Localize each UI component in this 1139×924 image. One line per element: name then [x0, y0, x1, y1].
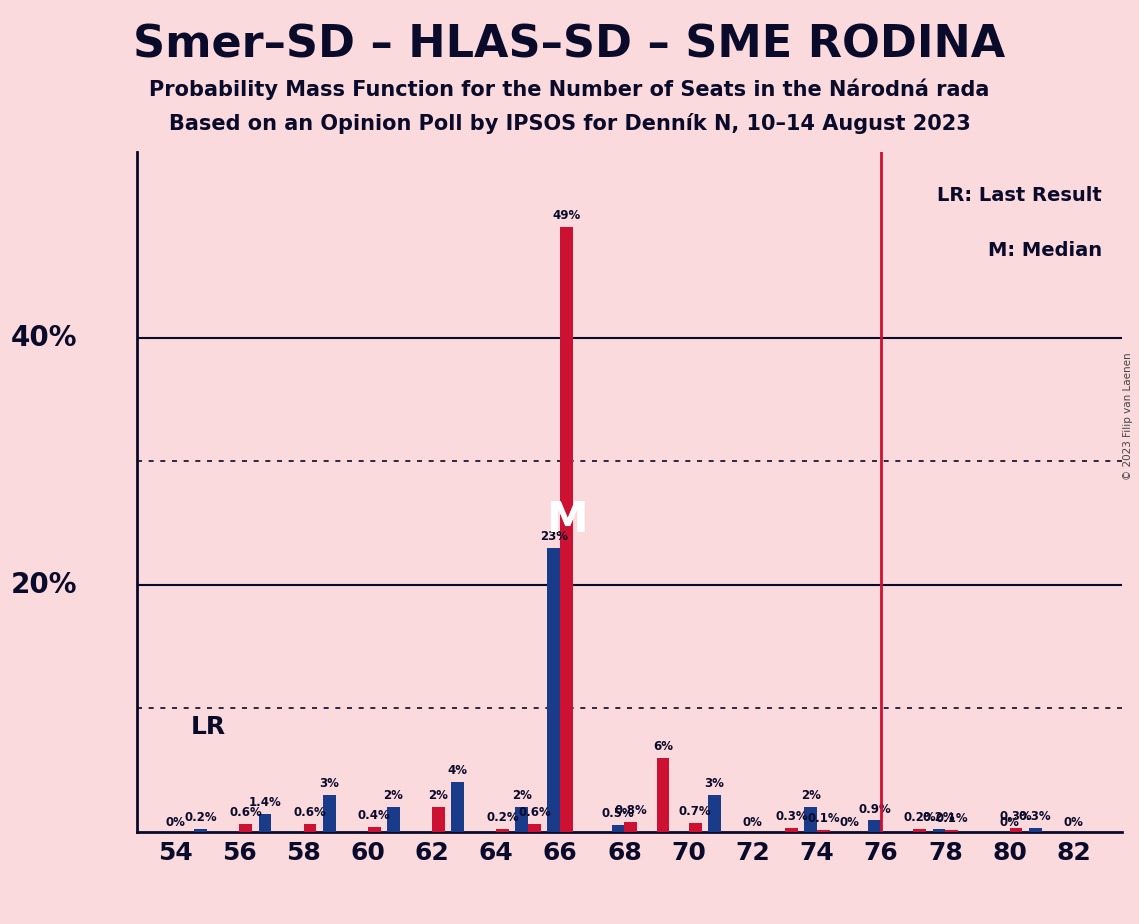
Bar: [515, 807, 528, 832]
Text: 0.2%: 0.2%: [923, 811, 956, 824]
Bar: [560, 226, 573, 832]
Bar: [368, 827, 380, 832]
Bar: [239, 824, 252, 832]
Bar: [913, 829, 926, 832]
Text: 0.3%: 0.3%: [1000, 810, 1032, 823]
Text: 2%: 2%: [428, 789, 449, 802]
Text: Based on an Opinion Poll by IPSOS for Denník N, 10–14 August 2023: Based on an Opinion Poll by IPSOS for De…: [169, 113, 970, 134]
Bar: [868, 821, 882, 832]
Bar: [259, 814, 271, 832]
Bar: [304, 824, 317, 832]
Text: 6%: 6%: [653, 739, 673, 752]
Text: © 2023 Filip van Laenen: © 2023 Filip van Laenen: [1123, 352, 1133, 480]
Bar: [1029, 828, 1042, 832]
Text: 0.7%: 0.7%: [679, 805, 712, 818]
Text: 0%: 0%: [165, 816, 186, 829]
Text: 0.2%: 0.2%: [185, 811, 218, 824]
Text: 0%: 0%: [1000, 816, 1019, 829]
Bar: [624, 821, 638, 832]
Text: 0.8%: 0.8%: [615, 804, 647, 817]
Bar: [528, 824, 541, 832]
Text: 0.9%: 0.9%: [859, 803, 891, 816]
Text: 2%: 2%: [511, 789, 532, 802]
Text: 49%: 49%: [552, 209, 581, 222]
Bar: [195, 829, 207, 832]
Text: 0%: 0%: [1064, 816, 1083, 829]
Text: 1.4%: 1.4%: [248, 796, 281, 809]
Text: M: M: [546, 499, 588, 541]
Bar: [387, 807, 400, 832]
Text: 0.5%: 0.5%: [601, 808, 634, 821]
Bar: [689, 823, 702, 832]
Bar: [612, 825, 624, 832]
Bar: [933, 829, 945, 832]
Bar: [432, 807, 444, 832]
Bar: [804, 807, 817, 832]
Text: 3%: 3%: [319, 776, 339, 790]
Text: 0.2%: 0.2%: [903, 811, 936, 824]
Text: Probability Mass Function for the Number of Seats in the Národná rada: Probability Mass Function for the Number…: [149, 79, 990, 100]
Text: 0%: 0%: [839, 816, 859, 829]
Text: 0.6%: 0.6%: [518, 807, 551, 820]
Text: 0.6%: 0.6%: [294, 807, 327, 820]
Text: 2%: 2%: [801, 789, 820, 802]
Text: LR: Last Result: LR: Last Result: [937, 187, 1103, 205]
Bar: [945, 831, 958, 832]
Bar: [708, 795, 721, 832]
Text: 0.3%: 0.3%: [775, 810, 808, 823]
Text: 3%: 3%: [704, 776, 724, 790]
Text: LR: LR: [191, 715, 227, 739]
Text: 0.1%: 0.1%: [935, 812, 968, 825]
Bar: [656, 758, 670, 832]
Text: 2%: 2%: [384, 789, 403, 802]
Text: M: Median: M: Median: [989, 241, 1103, 260]
Text: 0.2%: 0.2%: [486, 811, 519, 824]
Bar: [322, 795, 336, 832]
Text: 0%: 0%: [743, 816, 763, 829]
Text: 20%: 20%: [11, 571, 77, 599]
Text: 0.3%: 0.3%: [1019, 810, 1051, 823]
Text: 0.4%: 0.4%: [358, 808, 391, 821]
Bar: [451, 783, 464, 832]
Text: 0.1%: 0.1%: [808, 812, 839, 825]
Text: Smer–SD – HLAS–SD – SME RODINA: Smer–SD – HLAS–SD – SME RODINA: [133, 23, 1006, 67]
Bar: [497, 829, 509, 832]
Text: 23%: 23%: [540, 529, 568, 542]
Bar: [548, 548, 560, 832]
Text: 40%: 40%: [11, 323, 77, 352]
Text: 0.6%: 0.6%: [229, 807, 262, 820]
Bar: [817, 831, 830, 832]
Text: 4%: 4%: [448, 764, 468, 777]
Bar: [785, 828, 797, 832]
Bar: [1009, 828, 1023, 832]
